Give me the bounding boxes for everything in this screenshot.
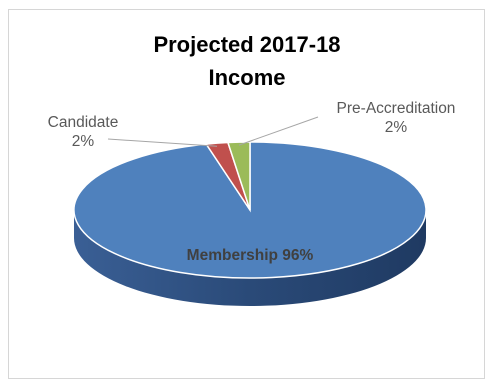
slice-membership (73, 141, 427, 279)
chart-title: Projected 2017-18 Income (153, 32, 341, 90)
leader-line-candidate (107, 138, 218, 147)
slice-pre-accreditation (226, 141, 251, 211)
slice-label-candidate: Candidate 2% (47, 114, 119, 150)
slice-label-pre-accreditation: Pre-Accreditation 2% (336, 100, 456, 136)
pie-side (74, 210, 426, 306)
slice-label-membership: Membership 96% (186, 247, 314, 264)
leader-line-pre-accreditation (238, 116, 319, 146)
